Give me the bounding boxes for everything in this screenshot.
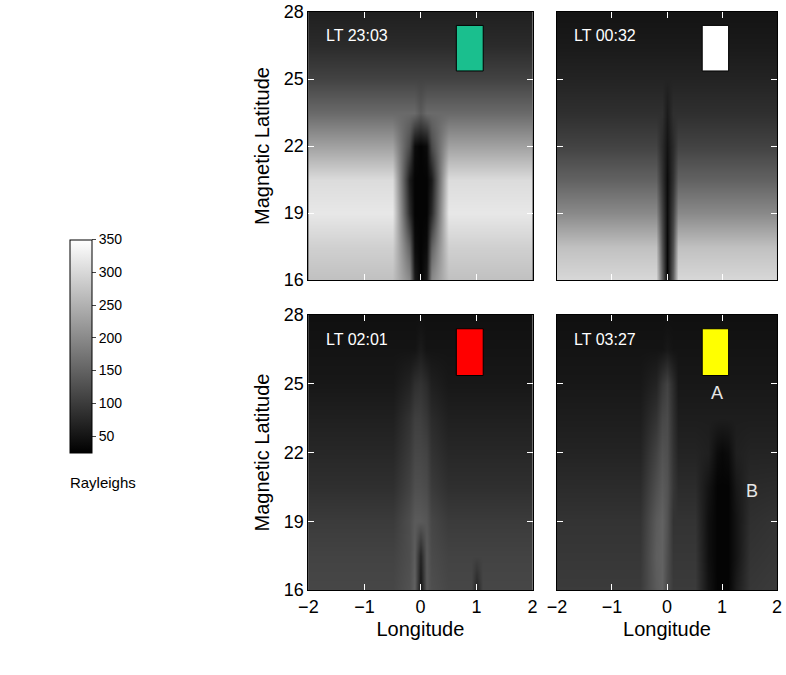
svg-text:100: 100	[99, 395, 123, 411]
svg-text:LT 02:01: LT 02:01	[326, 331, 388, 348]
svg-text:1: 1	[717, 597, 727, 617]
svg-text:−1: −1	[354, 597, 375, 617]
svg-text:25: 25	[284, 374, 304, 394]
svg-text:0: 0	[662, 597, 672, 617]
svg-text:19: 19	[284, 512, 304, 532]
svg-text:200: 200	[99, 330, 123, 346]
svg-text:28: 28	[284, 2, 304, 22]
svg-text:Longitude: Longitude	[623, 618, 711, 640]
svg-text:Magnetic Latitude: Magnetic Latitude	[251, 374, 273, 532]
svg-text:0: 0	[415, 597, 425, 617]
svg-text:LT 23:03: LT 23:03	[326, 27, 388, 44]
svg-text:Rayleighs: Rayleighs	[70, 474, 136, 491]
svg-text:19: 19	[284, 203, 304, 223]
svg-text:A: A	[711, 383, 723, 403]
svg-text:16: 16	[284, 580, 304, 600]
svg-text:22: 22	[284, 136, 304, 156]
svg-text:350: 350	[99, 231, 123, 247]
svg-text:−1: −1	[602, 597, 623, 617]
svg-text:16: 16	[284, 270, 304, 290]
svg-text:22: 22	[284, 443, 304, 463]
svg-text:B: B	[746, 481, 758, 501]
svg-text:300: 300	[99, 264, 123, 280]
svg-text:LT 03:27: LT 03:27	[574, 331, 636, 348]
svg-text:1: 1	[471, 597, 481, 617]
svg-text:150: 150	[99, 362, 123, 378]
svg-text:Magnetic Latitude: Magnetic Latitude	[251, 67, 273, 225]
svg-text:50: 50	[99, 428, 115, 444]
svg-text:−2: −2	[547, 597, 568, 617]
svg-text:LT 00:32: LT 00:32	[574, 27, 636, 44]
svg-text:250: 250	[99, 297, 123, 313]
svg-text:2: 2	[528, 597, 538, 617]
svg-text:25: 25	[284, 69, 304, 89]
svg-text:2: 2	[772, 597, 782, 617]
svg-text:−2: −2	[298, 597, 319, 617]
svg-text:28: 28	[284, 305, 304, 325]
svg-text:Longitude: Longitude	[377, 618, 465, 640]
